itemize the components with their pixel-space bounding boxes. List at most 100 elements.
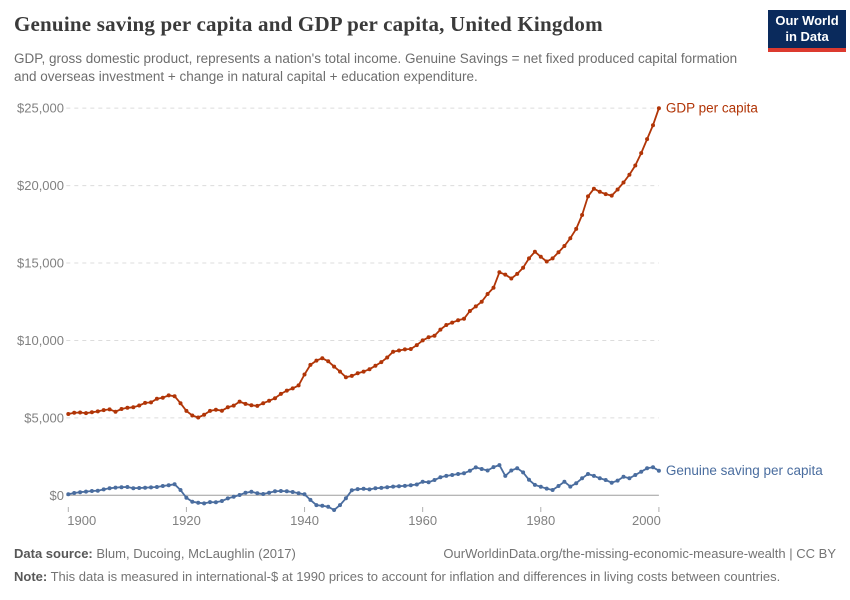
data-point[interactable] — [332, 508, 337, 512]
data-point[interactable] — [349, 373, 354, 378]
data-point[interactable] — [326, 359, 331, 364]
data-point[interactable] — [119, 407, 124, 411]
data-point[interactable] — [154, 485, 159, 489]
data-point[interactable] — [131, 405, 136, 410]
data-point[interactable] — [609, 193, 614, 198]
data-point[interactable] — [627, 172, 632, 177]
data-point[interactable] — [615, 187, 620, 192]
data-point[interactable] — [131, 486, 136, 491]
data-point[interactable] — [414, 343, 419, 348]
data-point[interactable] — [367, 367, 372, 372]
data-point[interactable] — [314, 503, 319, 508]
data-point[interactable] — [290, 386, 295, 391]
data-point[interactable] — [196, 415, 201, 420]
data-point[interactable] — [290, 490, 295, 494]
data-point[interactable] — [231, 403, 236, 408]
data-point[interactable] — [450, 320, 455, 325]
data-point[interactable] — [237, 399, 242, 404]
data-point[interactable] — [78, 410, 83, 415]
data-point[interactable] — [586, 472, 590, 476]
data-point[interactable] — [332, 364, 337, 369]
data-point[interactable] — [574, 481, 579, 486]
data-point[interactable] — [603, 478, 608, 482]
data-point[interactable] — [521, 470, 526, 475]
data-point[interactable] — [645, 466, 650, 471]
data-point[interactable] — [532, 482, 537, 487]
data-point[interactable] — [213, 500, 218, 505]
data-point[interactable] — [249, 489, 254, 494]
data-point[interactable] — [408, 483, 413, 488]
data-point[interactable] — [273, 396, 277, 401]
data-point[interactable] — [639, 469, 644, 474]
data-point[interactable] — [479, 299, 484, 304]
data-point[interactable] — [426, 480, 431, 485]
data-point[interactable] — [503, 272, 508, 277]
data-point[interactable] — [190, 413, 195, 418]
data-point[interactable] — [568, 484, 573, 489]
data-point[interactable] — [208, 408, 212, 413]
data-point[interactable] — [113, 485, 118, 490]
data-point[interactable] — [361, 486, 366, 491]
data-point[interactable] — [391, 349, 396, 354]
data-point[interactable] — [615, 478, 620, 483]
data-point[interactable] — [84, 411, 88, 416]
data-point[interactable] — [467, 468, 472, 473]
data-point[interactable] — [491, 285, 496, 290]
data-point[interactable] — [66, 492, 71, 497]
data-point[interactable] — [544, 486, 549, 491]
data-point[interactable] — [284, 489, 289, 494]
data-point[interactable] — [456, 472, 461, 476]
data-point[interactable] — [78, 490, 83, 495]
data-point[interactable] — [426, 335, 431, 340]
data-point[interactable] — [408, 347, 413, 351]
data-point[interactable] — [633, 473, 638, 477]
data-point[interactable] — [379, 360, 384, 365]
data-point[interactable] — [580, 213, 585, 217]
data-point[interactable] — [355, 487, 360, 492]
data-point[interactable] — [438, 327, 443, 332]
data-point[interactable] — [485, 292, 490, 296]
data-point[interactable] — [574, 226, 579, 231]
data-point[interactable] — [219, 499, 224, 503]
data-point[interactable] — [213, 407, 218, 412]
data-point[interactable] — [267, 490, 272, 495]
data-point[interactable] — [178, 488, 183, 492]
data-point[interactable] — [278, 489, 283, 493]
data-point[interactable] — [527, 256, 531, 261]
data-point[interactable] — [444, 323, 449, 327]
data-point[interactable] — [196, 500, 201, 505]
data-point[interactable] — [190, 499, 195, 504]
data-point[interactable] — [166, 483, 171, 488]
data-point[interactable] — [420, 338, 425, 343]
data-point[interactable] — [72, 491, 77, 495]
data-point[interactable] — [373, 363, 378, 368]
data-point[interactable] — [473, 465, 478, 470]
data-point[interactable] — [284, 388, 289, 393]
data-point[interactable] — [66, 412, 71, 416]
data-point[interactable] — [255, 403, 260, 408]
data-point[interactable] — [397, 484, 401, 489]
data-point[interactable] — [237, 493, 242, 497]
data-point[interactable] — [308, 497, 313, 502]
data-point[interactable] — [154, 396, 159, 401]
data-point[interactable] — [231, 494, 236, 499]
data-point[interactable] — [491, 465, 496, 470]
data-point[interactable] — [651, 123, 655, 128]
data-point[interactable] — [166, 393, 171, 398]
data-point[interactable] — [243, 401, 248, 406]
data-point[interactable] — [89, 489, 94, 493]
data-point[interactable] — [308, 362, 313, 367]
data-point[interactable] — [278, 391, 283, 396]
data-point[interactable] — [456, 318, 461, 323]
data-point[interactable] — [627, 476, 632, 481]
data-point[interactable] — [343, 496, 348, 501]
data-point[interactable] — [462, 471, 466, 476]
data-point[interactable] — [515, 466, 520, 471]
data-point[interactable] — [633, 163, 638, 168]
data-point[interactable] — [178, 401, 183, 406]
data-point[interactable] — [467, 309, 472, 313]
data-point[interactable] — [556, 484, 561, 488]
data-point[interactable] — [184, 408, 189, 413]
data-point[interactable] — [639, 151, 644, 156]
data-point[interactable] — [509, 276, 514, 281]
